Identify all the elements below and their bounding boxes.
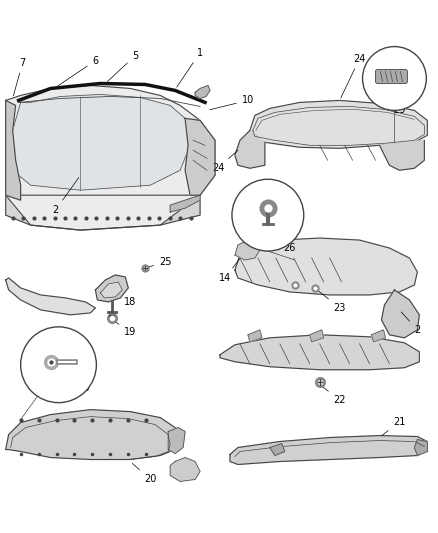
Polygon shape bbox=[195, 85, 210, 99]
Polygon shape bbox=[371, 330, 385, 342]
Polygon shape bbox=[235, 131, 265, 168]
Polygon shape bbox=[414, 440, 427, 456]
Polygon shape bbox=[6, 85, 215, 230]
Text: 18: 18 bbox=[113, 289, 136, 307]
Text: 27: 27 bbox=[71, 376, 92, 393]
Circle shape bbox=[21, 327, 96, 402]
Polygon shape bbox=[170, 457, 200, 481]
Text: 10: 10 bbox=[210, 95, 254, 110]
Polygon shape bbox=[95, 275, 128, 302]
Polygon shape bbox=[13, 94, 190, 190]
Text: 26: 26 bbox=[270, 234, 296, 253]
Text: 25: 25 bbox=[148, 257, 171, 267]
Polygon shape bbox=[220, 335, 419, 370]
Polygon shape bbox=[310, 330, 324, 342]
Polygon shape bbox=[100, 282, 122, 298]
Polygon shape bbox=[235, 238, 417, 295]
Text: 22: 22 bbox=[322, 386, 346, 405]
Polygon shape bbox=[250, 100, 427, 148]
Text: 2: 2 bbox=[401, 312, 420, 335]
Circle shape bbox=[232, 179, 304, 251]
Polygon shape bbox=[6, 278, 95, 315]
Text: 20: 20 bbox=[132, 463, 156, 484]
Polygon shape bbox=[168, 427, 185, 454]
Polygon shape bbox=[248, 330, 262, 342]
Text: 23: 23 bbox=[317, 289, 346, 313]
Text: 19: 19 bbox=[115, 321, 136, 337]
Polygon shape bbox=[379, 140, 424, 170]
Polygon shape bbox=[270, 443, 285, 456]
Polygon shape bbox=[185, 118, 215, 195]
Text: 24: 24 bbox=[341, 53, 366, 98]
FancyBboxPatch shape bbox=[375, 69, 407, 84]
Text: 14: 14 bbox=[219, 251, 246, 283]
Text: 24: 24 bbox=[212, 150, 238, 173]
Polygon shape bbox=[170, 195, 200, 212]
Polygon shape bbox=[6, 195, 200, 230]
Polygon shape bbox=[381, 290, 419, 338]
Text: 2: 2 bbox=[53, 177, 79, 215]
Text: 5: 5 bbox=[107, 51, 138, 82]
Text: 6: 6 bbox=[58, 55, 99, 86]
Polygon shape bbox=[6, 410, 178, 459]
Text: 1: 1 bbox=[177, 47, 203, 87]
Polygon shape bbox=[6, 100, 21, 200]
Polygon shape bbox=[230, 435, 427, 464]
Text: 7: 7 bbox=[14, 58, 26, 96]
Text: 29: 29 bbox=[393, 93, 406, 116]
Polygon shape bbox=[235, 240, 260, 260]
Text: 21: 21 bbox=[381, 417, 406, 436]
Circle shape bbox=[363, 46, 426, 110]
